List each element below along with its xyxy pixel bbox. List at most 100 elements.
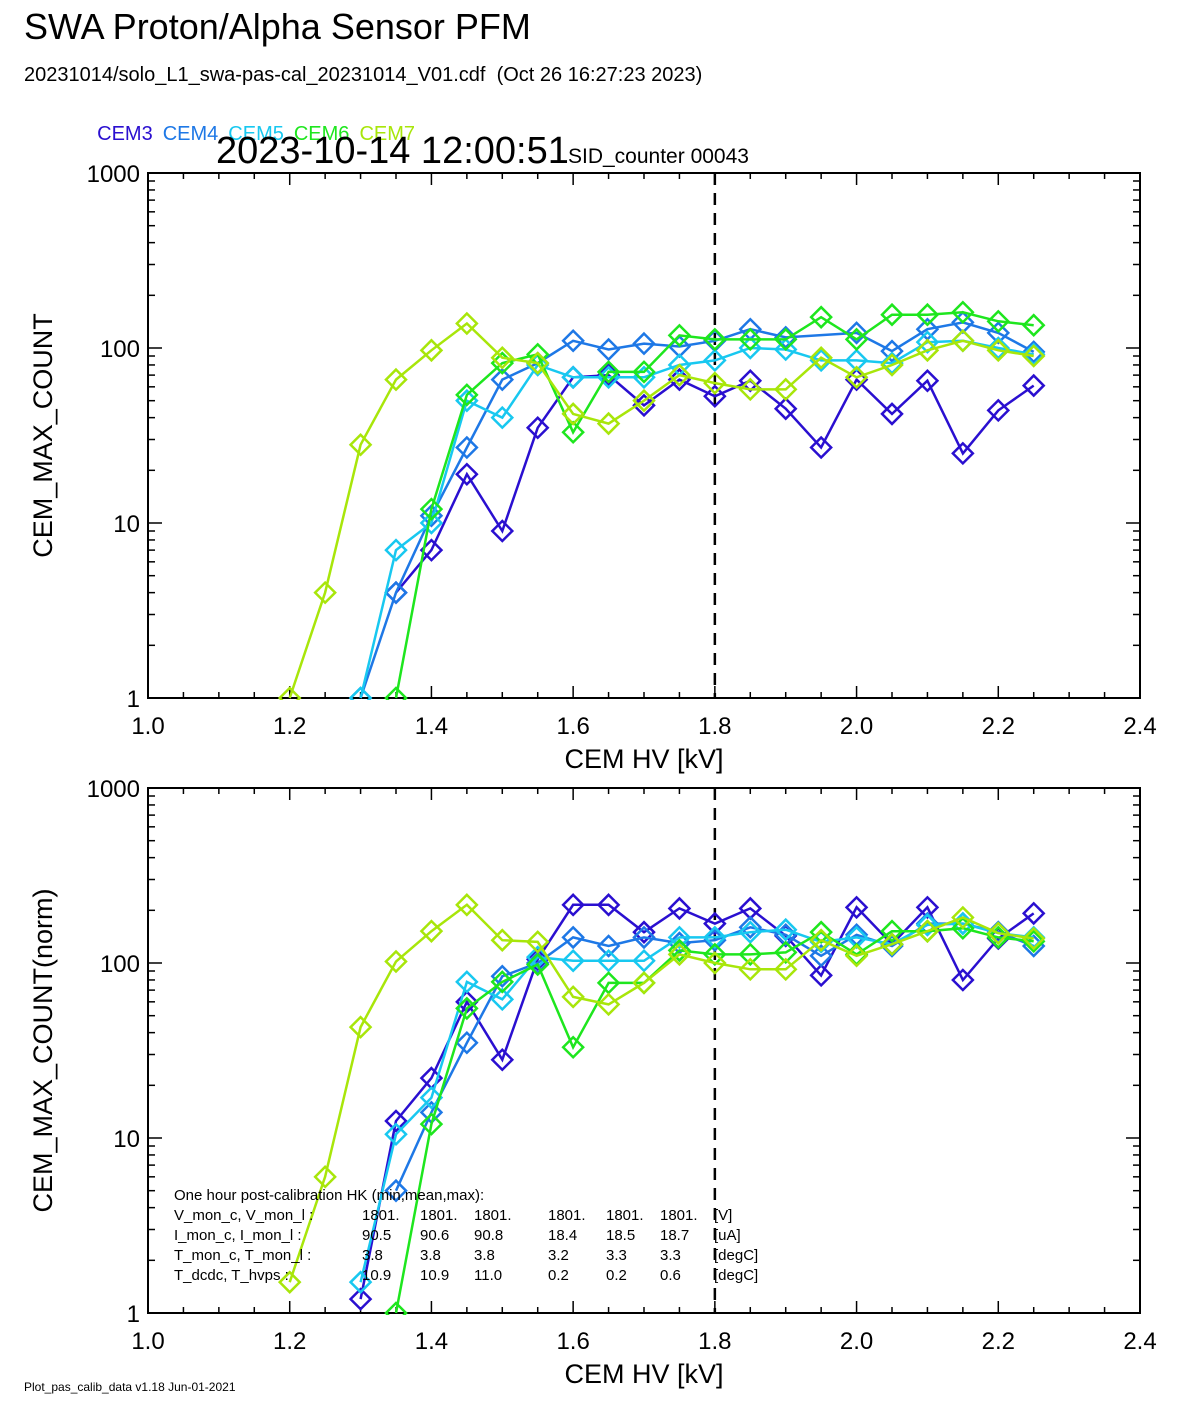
series-line-cem7 bbox=[288, 903, 1034, 1283]
point-cem6 bbox=[525, 952, 550, 977]
x-tick-label: 1.4 bbox=[415, 713, 448, 740]
point-cem7 bbox=[880, 353, 904, 377]
point-cem6 bbox=[951, 300, 975, 325]
series-line-cem6 bbox=[394, 311, 1034, 699]
x-tick-label: 1.0 bbox=[131, 713, 164, 740]
point-cem4 bbox=[596, 934, 621, 958]
hk-value: 1801. bbox=[660, 1207, 698, 1224]
hk-value: 10.9 bbox=[362, 1267, 391, 1284]
point-cem7 bbox=[384, 367, 408, 392]
point-cem3 bbox=[809, 963, 833, 988]
x-axis-label: CEM HV [kV] bbox=[564, 1359, 723, 1389]
point-cem5 bbox=[561, 948, 585, 973]
point-cem6 bbox=[455, 383, 479, 407]
point-cem4 bbox=[561, 328, 585, 353]
point-cem7 bbox=[348, 432, 373, 457]
point-cem5 bbox=[880, 351, 904, 375]
point-cem3 bbox=[384, 1109, 408, 1133]
point-cem5 bbox=[773, 917, 798, 942]
x-axis-label: CEM HV [kV] bbox=[564, 744, 723, 774]
point-cem7 bbox=[490, 928, 515, 952]
x-tick-label: 2.2 bbox=[982, 1328, 1015, 1355]
hk-value: 3.8 bbox=[420, 1247, 441, 1264]
point-cem7 bbox=[809, 345, 833, 370]
point-cem5 bbox=[561, 365, 585, 390]
hk-value: 1801. bbox=[362, 1207, 400, 1224]
point-cem6 bbox=[880, 302, 904, 327]
x-tick-label: 2.0 bbox=[840, 1328, 873, 1355]
legend-entry-cem6: CEM6 bbox=[293, 123, 350, 145]
hk-value: 3.3 bbox=[606, 1247, 627, 1264]
point-cem7 bbox=[596, 992, 621, 1017]
point-cem7 bbox=[915, 338, 940, 363]
point-cem3 bbox=[632, 393, 656, 418]
point-cem7 bbox=[561, 985, 585, 1009]
chart-panel-2: 1.0 1.2 1.4 1.6 1.8 2.0 2.2 2.4 1 10 100 1000 CEM HV… bbox=[28, 776, 1157, 1389]
point-cem7 bbox=[490, 345, 515, 370]
x-tick-label: 1.8 bbox=[698, 1328, 731, 1355]
point-cem3 bbox=[561, 893, 585, 917]
point-cem6 bbox=[703, 327, 727, 352]
legend-entry-cem4: CEM4 bbox=[162, 123, 219, 145]
point-cem4 bbox=[986, 321, 1011, 345]
point-cem7 bbox=[632, 971, 656, 995]
x-tick-label: 2.4 bbox=[1123, 713, 1156, 740]
legend-entry-cem3: CEM3 bbox=[97, 123, 153, 145]
point-cem4 bbox=[455, 435, 479, 460]
point-cem3 bbox=[490, 519, 515, 543]
point-cem6 bbox=[561, 1035, 585, 1060]
y-tick-label: 100 bbox=[100, 951, 140, 978]
series-group bbox=[277, 300, 1046, 700]
point-cem7 bbox=[667, 942, 692, 967]
x-tick-label: 1.6 bbox=[556, 713, 589, 740]
point-cem4 bbox=[1021, 340, 1046, 364]
point-cem3 bbox=[915, 368, 940, 393]
point-cem5 bbox=[490, 405, 515, 430]
x-tick-label: 1.6 bbox=[556, 1328, 589, 1355]
x-tick-label: 1.8 bbox=[698, 713, 731, 740]
hk-value: 1801. bbox=[548, 1207, 586, 1224]
y-axis-label: CEM_MAX_COUNT bbox=[28, 313, 58, 558]
point-cem6 bbox=[738, 942, 763, 967]
point-cem6 bbox=[773, 940, 798, 965]
point-cem7 bbox=[738, 957, 763, 982]
point-cem7 bbox=[1021, 926, 1046, 951]
point-cem4 bbox=[632, 331, 656, 356]
point-cem3 bbox=[951, 968, 975, 992]
x-tick-label: 1.0 bbox=[131, 1328, 164, 1355]
point-cem3 bbox=[490, 1047, 515, 1072]
point-cem7 bbox=[419, 338, 444, 363]
hk-value: 18.5 bbox=[606, 1227, 635, 1244]
y-tick-label: 1 bbox=[127, 686, 140, 713]
point-cem6 bbox=[384, 686, 408, 700]
hk-row-label: T_dcdc, T_hvps : bbox=[174, 1267, 289, 1284]
point-cem3 bbox=[667, 896, 692, 921]
point-cem7 bbox=[951, 328, 975, 353]
point-cem4 bbox=[844, 321, 869, 345]
hk-value: 18.7 bbox=[660, 1227, 689, 1244]
point-cem5 bbox=[419, 1085, 444, 1110]
point-cem7 bbox=[348, 1015, 373, 1039]
hk-value: 3.3 bbox=[660, 1247, 681, 1264]
point-cem7 bbox=[1021, 344, 1046, 368]
point-cem7 bbox=[419, 919, 444, 943]
point-cem7 bbox=[773, 957, 798, 982]
point-cem3 bbox=[915, 895, 940, 920]
y-tick-label: 1 bbox=[127, 1301, 140, 1328]
point-cem5 bbox=[419, 511, 444, 535]
point-cem4 bbox=[738, 915, 763, 940]
point-cem6 bbox=[844, 327, 869, 352]
point-cem6 bbox=[667, 938, 692, 963]
hk-row-label: V_mon_c, V_mon_l : bbox=[174, 1207, 313, 1224]
y-tick-label: 100 bbox=[100, 336, 140, 363]
point-cem7 bbox=[773, 377, 798, 402]
plot-frame bbox=[147, 172, 1141, 699]
point-cem7 bbox=[455, 311, 479, 336]
point-cem3 bbox=[1021, 901, 1046, 926]
point-cem4 bbox=[809, 943, 833, 968]
x-tick-label: 2.4 bbox=[1123, 1328, 1156, 1355]
point-cem5 bbox=[348, 1270, 373, 1294]
point-cem4 bbox=[490, 964, 515, 989]
series-line-cem3 bbox=[395, 373, 1035, 594]
point-cem6 bbox=[880, 919, 904, 943]
